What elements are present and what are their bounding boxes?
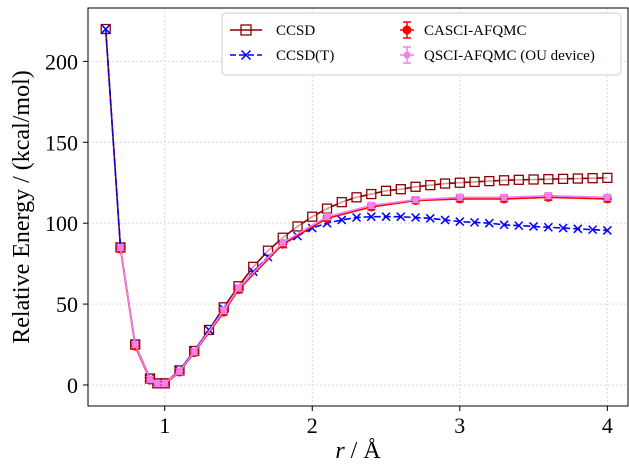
data-point — [307, 211, 318, 222]
plot-area — [100, 23, 613, 389]
data-point — [190, 348, 198, 356]
data-point — [587, 173, 598, 184]
data-point — [499, 220, 509, 230]
data-point — [440, 215, 450, 225]
data-point — [469, 176, 480, 188]
data-point — [366, 188, 377, 200]
data-point — [529, 221, 539, 231]
data-point — [425, 180, 436, 191]
data-point — [337, 215, 347, 225]
data-point — [513, 174, 524, 185]
data-point — [234, 284, 242, 292]
data-point — [101, 24, 111, 34]
data-point — [572, 173, 583, 184]
data-point — [602, 172, 613, 184]
data-point — [470, 217, 480, 227]
data-point — [543, 174, 554, 185]
data-point — [367, 201, 375, 209]
legend-ccsdt-label: CCSD(T) — [276, 48, 334, 64]
data-point — [381, 212, 391, 222]
data-point — [380, 185, 392, 196]
legend-ccsd-label: CCSD — [276, 23, 315, 39]
data-point — [455, 217, 465, 227]
legend-box — [221, 12, 622, 76]
y-tick-label: 150 — [45, 130, 78, 155]
series-line — [104, 28, 608, 385]
data-point — [603, 193, 611, 201]
data-point — [425, 213, 435, 223]
data-point — [395, 184, 406, 195]
data-point — [396, 212, 406, 222]
x-axis-label: r / Å — [335, 438, 381, 464]
legend: CCSD CCSD(T) CASCI-AFQMC QSCI-AFQMC (OU … — [221, 12, 622, 76]
x-tick-label: 4 — [602, 413, 613, 438]
legend-qsci-marker — [403, 51, 411, 59]
series-ccsd — [100, 23, 613, 389]
data-point — [500, 193, 508, 201]
data-point — [116, 243, 124, 251]
data-point — [153, 379, 161, 387]
x-axis-label-var: r — [335, 438, 345, 464]
legend-ccsd-marker — [240, 24, 252, 36]
data-point — [484, 218, 494, 228]
legend-item-casci-afqmc: CASCI-AFQMC — [400, 21, 527, 39]
legend-casci-label: CASCI-AFQMC — [424, 23, 527, 39]
data-point — [146, 375, 154, 383]
data-point — [544, 192, 552, 200]
x-tick-label: 1 — [159, 413, 170, 438]
data-point — [351, 212, 362, 223]
data-point — [336, 196, 347, 208]
data-point — [175, 367, 183, 375]
data-point — [588, 225, 598, 235]
data-point — [557, 173, 569, 184]
x-tick-label: 2 — [307, 413, 318, 438]
series-line — [104, 28, 608, 385]
data-point — [262, 245, 274, 256]
legend-ccsdt-marker — [240, 49, 252, 61]
data-point — [543, 222, 553, 232]
data-point — [220, 307, 228, 315]
data-point — [514, 221, 524, 231]
axes-frame — [87, 7, 629, 407]
data-point — [161, 379, 169, 387]
data-point — [366, 212, 376, 222]
legend-item-ccsd: CCSD — [230, 23, 315, 39]
y-tick-label: 100 — [45, 211, 78, 236]
data-point — [498, 175, 510, 186]
data-point — [558, 223, 568, 233]
y-tick-label: 200 — [45, 49, 78, 74]
legend-qsci-label: QSCI-AFQMC (OU device) — [424, 48, 595, 64]
series-ccsd-t — [101, 24, 612, 388]
series-qsci-afqmc-ou-device — [116, 192, 612, 387]
legend-casci-marker — [402, 25, 412, 35]
legend-item-ccsdt: CCSD(T) — [230, 48, 334, 64]
data-point — [131, 341, 139, 349]
data-point — [528, 174, 539, 185]
x-tick-label: 3 — [454, 413, 465, 438]
data-point — [439, 178, 451, 189]
legend-item-qsci-afqmc: QSCI-AFQMC (OU device) — [400, 46, 595, 64]
data-point — [351, 192, 362, 203]
data-point — [573, 224, 583, 234]
data-point — [321, 203, 333, 214]
data-point — [484, 175, 495, 187]
x-axis-label-unit: / Å — [345, 438, 382, 464]
data-point — [454, 177, 465, 188]
data-point — [410, 181, 421, 192]
data-point — [411, 212, 421, 223]
y-tick-label: 0 — [67, 373, 78, 398]
y-tick-label: 50 — [56, 292, 78, 317]
data-point — [279, 239, 287, 247]
series-casci-afqmc — [115, 192, 612, 389]
y-axis-label: Relative Energy / (kcal/mol) — [9, 70, 35, 343]
data-point — [323, 213, 331, 221]
data-point — [602, 225, 612, 235]
axis-ticks: 1 2 3 4 0 50 100 150 200 — [45, 49, 613, 438]
data-point — [292, 221, 303, 232]
data-point — [412, 196, 420, 204]
data-point — [456, 193, 464, 201]
